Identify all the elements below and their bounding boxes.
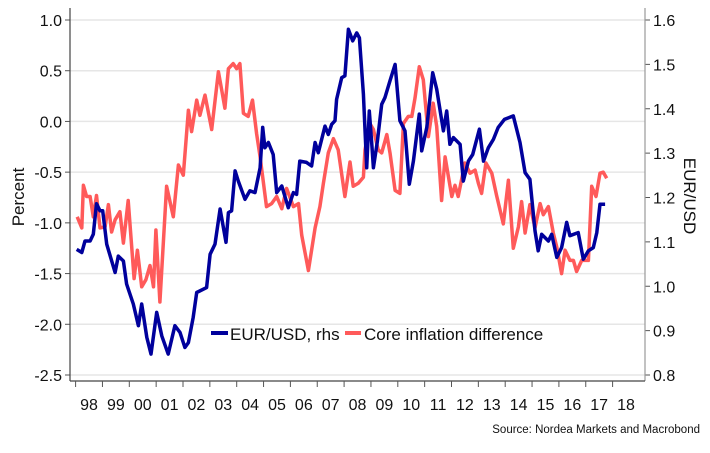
y-tick-label: -0.5 xyxy=(34,165,62,182)
legend-label-core-inflation: Core inflation difference xyxy=(364,325,543,344)
y-tick-label: 0.5 xyxy=(40,64,62,81)
y-axis-label-right: EUR/USD xyxy=(680,158,699,235)
y-right-tick-label: 1.3 xyxy=(653,146,675,163)
legend: EUR/USD, rhs Core inflation difference xyxy=(211,325,543,344)
y-right-tick-label: 1.5 xyxy=(653,57,675,74)
x-tick-label: 10 xyxy=(402,397,420,414)
x-tick-label: 15 xyxy=(537,397,555,414)
x-tick-label: 01 xyxy=(161,397,179,414)
x-tick-label: 04 xyxy=(241,397,259,414)
series-line-eurusd xyxy=(75,27,606,356)
y-right-tick-label: 1.6 xyxy=(653,13,675,30)
x-tick-label: 02 xyxy=(188,397,206,414)
x-tick-label: 05 xyxy=(268,397,286,414)
y-right-tick-label: 0.9 xyxy=(653,324,675,341)
axes: 1.0 0.5 0.0 -0.5 -1.0 -1.5 -2.0 -2.5 1.6 1.5 1.4 1.… xyxy=(34,8,675,414)
x-tick-label: 03 xyxy=(214,397,232,414)
legend-label-eurusd: EUR/USD, rhs xyxy=(230,325,340,344)
x-tick-label: 16 xyxy=(563,397,581,414)
x-tick-label: 13 xyxy=(483,397,501,414)
x-tick-label: 08 xyxy=(349,397,367,414)
x-tick-label: 17 xyxy=(590,397,608,414)
y-right-tick-label: 1.0 xyxy=(653,279,675,296)
x-tick-label: 11 xyxy=(430,397,447,414)
series-lines xyxy=(75,27,609,356)
x-tick-label: 98 xyxy=(80,397,98,414)
x-tick-label: 14 xyxy=(510,397,528,414)
y-tick-label: -1.0 xyxy=(34,216,62,233)
source-note: Source: Nordea Markets and Macrobond xyxy=(492,424,700,436)
y-tick-label: -2.5 xyxy=(34,368,62,385)
x-tick-label: 07 xyxy=(322,397,340,414)
y-tick-label: -1.5 xyxy=(34,267,62,284)
y-right-tick-label: 1.1 xyxy=(653,235,675,252)
x-tick-label: 00 xyxy=(134,397,152,414)
x-tick-label: 12 xyxy=(456,397,474,414)
x-tick-label: 06 xyxy=(295,397,313,414)
x-tick-label: 99 xyxy=(107,397,125,414)
y-axis-label-left: Percent xyxy=(9,167,28,226)
y-tick-label: -2.0 xyxy=(34,317,62,334)
y-right-tick-label: 1.2 xyxy=(653,191,675,208)
series-line-core-inflation xyxy=(75,61,609,304)
x-tick-label: 18 xyxy=(617,397,635,414)
y-right-tick-label: 0.8 xyxy=(653,368,675,385)
y-tick-label: 1.0 xyxy=(40,13,62,30)
y-tick-label: 0.0 xyxy=(40,114,62,131)
y-right-tick-label: 1.4 xyxy=(653,102,675,119)
x-tick-label: 09 xyxy=(375,397,393,414)
